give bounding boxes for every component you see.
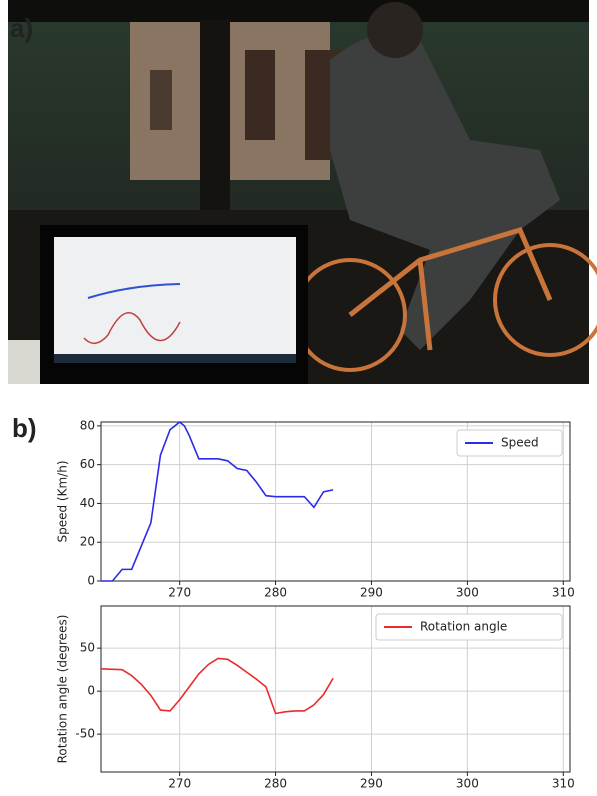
- legend-label: Speed: [501, 436, 539, 450]
- y-tick-label: 50: [80, 641, 95, 655]
- figure: a) b) 0 20 40 60 80 270 280 290 300 310 Speed (Km/…: [0, 0, 597, 792]
- y-axis-label: Rotation angle (degrees): [56, 615, 70, 764]
- data-line: [101, 422, 333, 581]
- y-axis-label: Speed (Km/h): [56, 460, 70, 542]
- y-tick-label: 0: [87, 574, 95, 588]
- legend-label: Rotation angle: [420, 620, 507, 634]
- y-tick-label: 0: [87, 684, 95, 698]
- photo: [8, 0, 597, 384]
- x-tick-label: 270: [168, 586, 191, 600]
- y-tick-label: 60: [80, 457, 95, 471]
- x-tick-label: 270: [168, 777, 191, 791]
- x-tick-label: 290: [360, 586, 383, 600]
- y-tick-label: -50: [75, 727, 95, 741]
- x-tick-label: 310: [552, 777, 575, 791]
- x-tick-label: 290: [360, 777, 383, 791]
- y-tick-label: 80: [80, 418, 95, 432]
- x-tick-label: 280: [264, 586, 287, 600]
- data-line: [101, 658, 333, 713]
- x-tick-label: 300: [456, 586, 479, 600]
- y-tick-label: 40: [80, 496, 95, 510]
- panel-label: b): [12, 413, 37, 443]
- x-tick-label: 310: [552, 586, 575, 600]
- x-tick-label: 280: [264, 777, 287, 791]
- panel-label: a): [10, 13, 33, 43]
- x-tick-label: 300: [456, 777, 479, 791]
- y-tick-label: 20: [80, 535, 95, 549]
